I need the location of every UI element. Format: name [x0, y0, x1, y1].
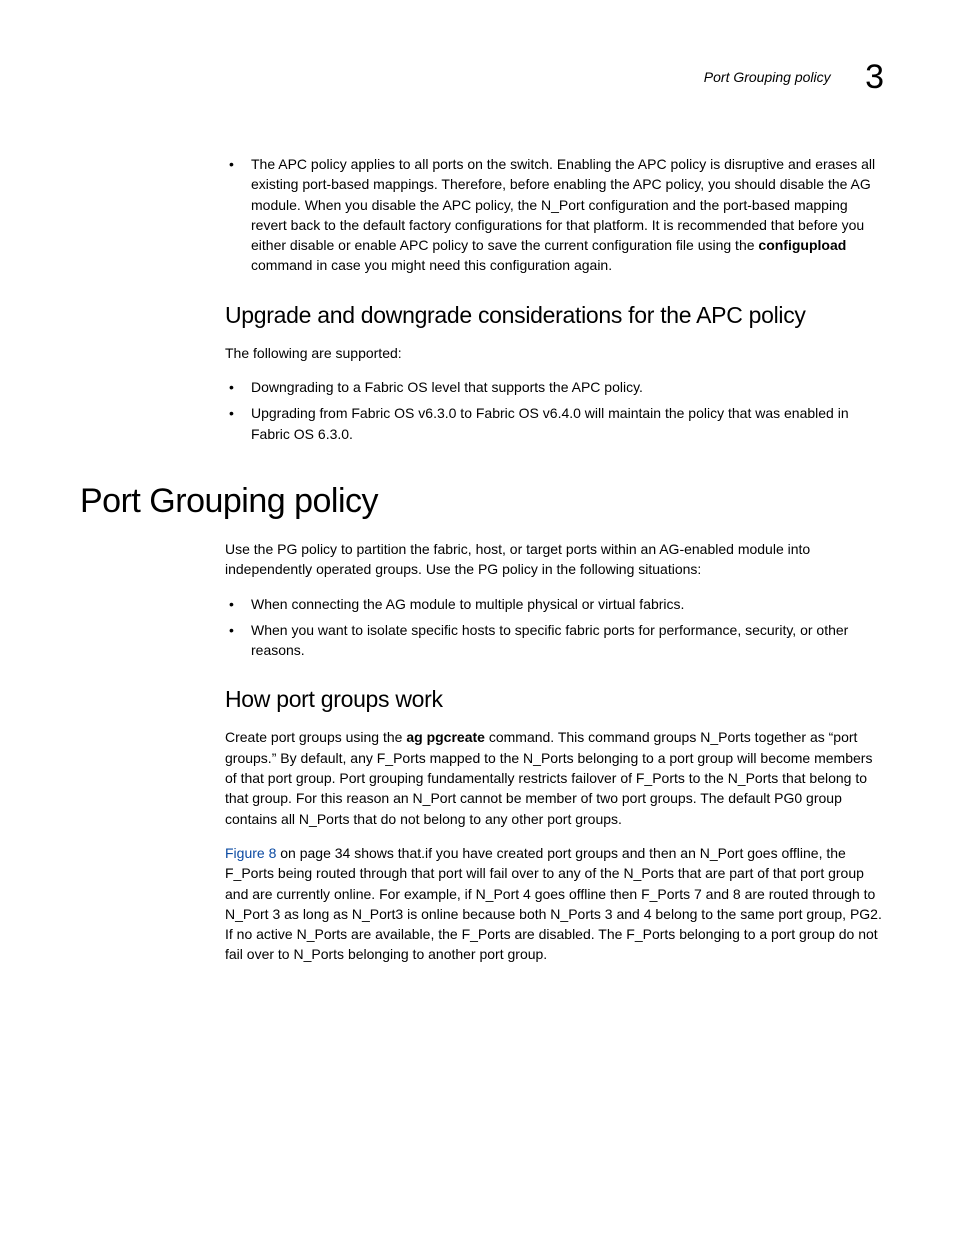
- pg-intro-block: Use the PG policy to partition the fabri…: [225, 539, 884, 660]
- figure-link[interactable]: Figure 8: [225, 845, 276, 861]
- section-heading-upgrade: Upgrade and downgrade considerations for…: [225, 302, 884, 329]
- body-text: Use the PG policy to partition the fabri…: [225, 539, 884, 580]
- body-text: Upgrading from Fabric OS v6.3.0 to Fabri…: [251, 405, 849, 441]
- command-text: ag: [406, 729, 422, 745]
- apc-bullet-block: The APC policy applies to all ports on t…: [225, 154, 884, 276]
- how-para2: Figure 8 on page 34 shows that.if you ha…: [225, 843, 884, 965]
- page-container: Port Grouping policy 3 The APC policy ap…: [0, 0, 954, 1039]
- body-text: When connecting the AG module to multipl…: [251, 596, 684, 612]
- pg-bullet-list: When connecting the AG module to multipl…: [225, 594, 884, 661]
- list-item: When connecting the AG module to multipl…: [225, 594, 884, 614]
- running-header-title: Port Grouping policy: [704, 70, 831, 84]
- body-text: Downgrading to a Fabric OS level that su…: [251, 379, 643, 395]
- upgrade-section: Upgrade and downgrade considerations for…: [225, 302, 884, 444]
- section-heading-how: How port groups work: [225, 686, 884, 713]
- body-text: The following are supported:: [225, 343, 884, 363]
- how-para1: Create port groups using the ag pgcreate…: [225, 727, 884, 828]
- running-header: Port Grouping policy 3: [80, 60, 884, 94]
- body-text: command in case you might need this conf…: [251, 257, 612, 273]
- list-item: Upgrading from Fabric OS v6.3.0 to Fabri…: [225, 403, 884, 444]
- section-heading-port-grouping: Port Grouping policy: [80, 482, 884, 521]
- apc-bullet-list: The APC policy applies to all ports on t…: [225, 154, 884, 276]
- chapter-number: 3: [865, 60, 884, 94]
- body-text: When you want to isolate specific hosts …: [251, 622, 848, 658]
- list-item: Downgrading to a Fabric OS level that su…: [225, 377, 884, 397]
- command-text: configupload: [758, 237, 846, 253]
- body-text: on page 34 shows that.if you have create…: [225, 845, 882, 962]
- how-section: How port groups work Create port groups …: [225, 686, 884, 964]
- body-text: Create port groups using the: [225, 729, 406, 745]
- upgrade-bullet-list: Downgrading to a Fabric OS level that su…: [225, 377, 884, 444]
- command-text: pgcreate: [427, 729, 485, 745]
- list-item: When you want to isolate specific hosts …: [225, 620, 884, 661]
- list-item: The APC policy applies to all ports on t…: [225, 154, 884, 276]
